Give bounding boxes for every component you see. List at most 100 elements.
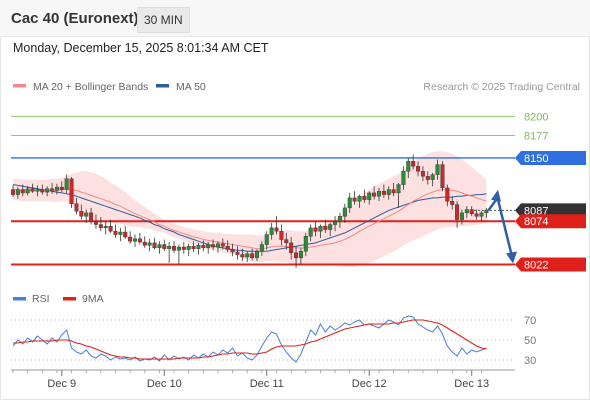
candle-body bbox=[64, 178, 69, 190]
candle-body bbox=[362, 196, 367, 200]
price-tag-8022 bbox=[515, 257, 586, 272]
candle-body bbox=[118, 231, 123, 235]
candle-body bbox=[254, 250, 259, 259]
candle-body bbox=[113, 231, 118, 235]
candle-body bbox=[157, 244, 162, 249]
candle-body bbox=[484, 210, 489, 214]
candle-body bbox=[445, 187, 450, 202]
timeframe-button[interactable]: 30 MIN bbox=[137, 7, 190, 33]
candle-body bbox=[303, 236, 308, 252]
candle-body bbox=[284, 239, 289, 244]
osc-legend-label: 9MA bbox=[82, 293, 104, 305]
candle-body bbox=[386, 189, 391, 195]
candle-body bbox=[162, 244, 167, 249]
candle-body bbox=[391, 189, 396, 194]
watermark-label: Research © 2025 Trading Central bbox=[423, 81, 580, 93]
osc-legend-swatch bbox=[63, 297, 76, 301]
candle-body bbox=[416, 166, 421, 172]
header-bar: Cac 40 (Euronext) 30 MIN bbox=[0, 0, 590, 37]
candle-body bbox=[211, 244, 216, 248]
legend-label: MA 20 + Bollinger Bands bbox=[33, 81, 148, 93]
scenario-arrowhead-down bbox=[506, 251, 517, 264]
candle-body bbox=[142, 241, 147, 246]
osc-tick-label: 30 bbox=[524, 355, 536, 367]
candle-body bbox=[381, 191, 386, 195]
candle-body bbox=[372, 192, 377, 197]
price-tag-8150 bbox=[515, 150, 586, 165]
candle-body bbox=[240, 254, 245, 258]
scenario-arrow-up bbox=[487, 198, 499, 212]
candle-body bbox=[230, 249, 235, 253]
price-tag-8074 bbox=[515, 214, 586, 229]
candle-body bbox=[352, 197, 357, 202]
osc-tick-label: 70 bbox=[524, 315, 536, 327]
candle-body bbox=[430, 174, 435, 180]
candle-body bbox=[132, 238, 137, 242]
candle-body bbox=[464, 209, 469, 214]
price-label-8200: 8200 bbox=[524, 111, 548, 123]
candle-body bbox=[455, 204, 460, 220]
ma50-line bbox=[12, 184, 487, 252]
candle-body bbox=[245, 253, 250, 258]
candle-body bbox=[196, 245, 201, 249]
candle-body bbox=[206, 244, 211, 249]
candle-body bbox=[411, 161, 416, 167]
price-tag-8087 bbox=[515, 203, 586, 218]
rsi-ma9-line bbox=[13, 319, 487, 360]
candle-body bbox=[74, 203, 79, 212]
candle-body bbox=[440, 164, 445, 189]
candle-body bbox=[479, 212, 484, 217]
price-label-8022: 8022 bbox=[524, 260, 548, 272]
candle-body bbox=[40, 189, 45, 193]
x-tick-label: Dec 9 bbox=[47, 378, 76, 390]
candle-body bbox=[298, 250, 303, 259]
candle-body bbox=[186, 245, 191, 250]
bollinger-band bbox=[13, 151, 487, 267]
candle-body bbox=[357, 196, 362, 202]
instrument-title: Cac 40 (Euronext) bbox=[11, 10, 139, 27]
candle-body bbox=[328, 224, 333, 230]
price-label-8150: 8150 bbox=[524, 153, 548, 165]
candle-body bbox=[250, 253, 255, 259]
candle-body bbox=[59, 186, 64, 190]
ma20-line bbox=[13, 188, 487, 250]
candle-body bbox=[147, 242, 152, 246]
candle-body bbox=[35, 189, 40, 192]
legend-label: MA 50 bbox=[176, 81, 206, 93]
candle-body bbox=[347, 197, 352, 209]
candle-body bbox=[294, 252, 299, 259]
price-label-8177: 8177 bbox=[524, 130, 548, 142]
candle-body bbox=[45, 188, 50, 193]
candle-body bbox=[459, 212, 464, 220]
candle-body bbox=[69, 178, 74, 204]
candle-body bbox=[79, 211, 84, 217]
candle-body bbox=[191, 245, 196, 249]
candle-body bbox=[323, 226, 328, 230]
candle-body bbox=[172, 245, 177, 251]
scenario-arrow-down bbox=[495, 195, 514, 257]
candle-body bbox=[25, 188, 30, 194]
candle-body bbox=[333, 221, 338, 225]
scenario-arrowhead-up bbox=[491, 189, 501, 202]
candle-body bbox=[406, 161, 411, 172]
candle-body bbox=[420, 171, 425, 177]
candle-body bbox=[279, 231, 284, 240]
rsi-line bbox=[12, 315, 487, 363]
candle-body bbox=[289, 242, 294, 254]
candle-body bbox=[337, 216, 342, 222]
candle-body bbox=[264, 234, 269, 245]
legend-swatch bbox=[156, 84, 169, 88]
x-tick-label: Dec 12 bbox=[352, 378, 387, 390]
candle-body bbox=[108, 226, 113, 232]
candle-body bbox=[313, 227, 318, 232]
candle-body bbox=[152, 242, 157, 249]
legend-swatch bbox=[13, 84, 26, 88]
candle-body bbox=[396, 184, 401, 194]
candle-body bbox=[367, 192, 372, 200]
osc-tick-label: 50 bbox=[524, 335, 536, 347]
candle-body bbox=[450, 201, 455, 205]
candle-body bbox=[425, 176, 430, 180]
candle-body bbox=[137, 238, 142, 243]
candle-body bbox=[401, 171, 406, 185]
